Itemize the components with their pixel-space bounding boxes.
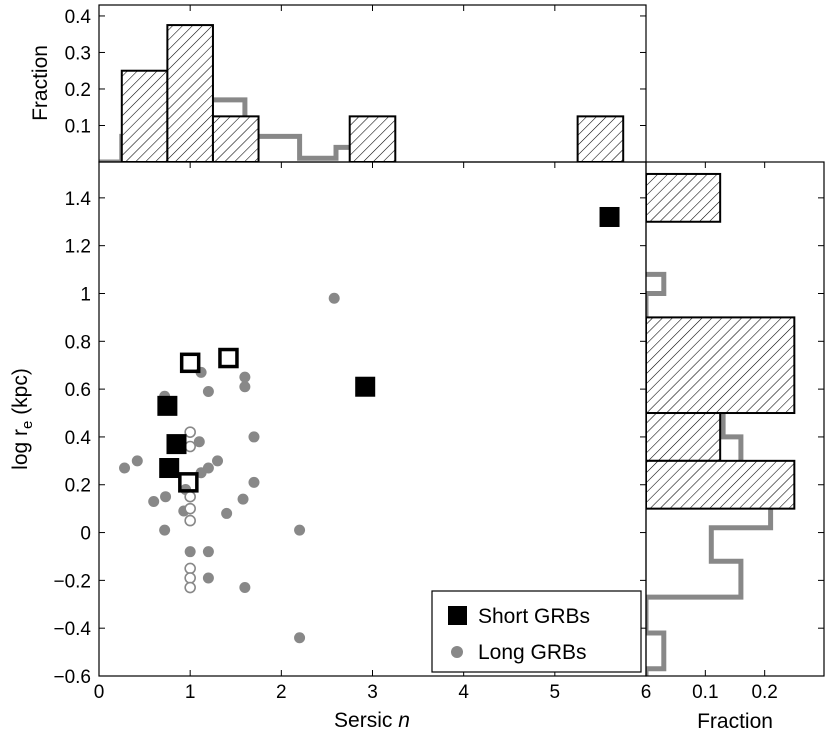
long-grb-point xyxy=(148,495,160,507)
y-tick-label: 0.4 xyxy=(65,428,92,449)
long-grb-point xyxy=(294,524,306,536)
top-y-tick-label: 0.2 xyxy=(65,80,91,101)
right-short-grb-bar xyxy=(646,459,796,510)
legend-box xyxy=(431,590,642,673)
y-tick-label: 0.2 xyxy=(65,476,91,497)
long-grb-point xyxy=(212,455,224,467)
short-grb-point xyxy=(599,206,620,227)
legend: Short GRBs Long GRBs xyxy=(431,590,642,673)
long-grb-open-point xyxy=(184,426,196,438)
short-grb-point xyxy=(157,395,178,416)
long-grb-open-point xyxy=(184,514,196,527)
top-y-tick-label: 0.1 xyxy=(65,116,91,137)
y-tick-label: 0 xyxy=(80,524,91,545)
top-short-grb-bar xyxy=(166,24,214,162)
y-tick-label: 0.6 xyxy=(65,380,91,401)
long-grb-point xyxy=(131,455,143,467)
long-grb-open-point xyxy=(184,490,196,503)
legend-short-marker xyxy=(448,606,467,625)
x-tick-label: 3 xyxy=(367,682,378,703)
long-grb-point xyxy=(202,462,214,474)
y-tick-label: 1 xyxy=(80,284,91,305)
right-histogram-panel: 0.1 0.2 Fraction xyxy=(645,161,825,733)
y-tick-label: 1.4 xyxy=(65,189,92,210)
x-tick-label: 6 xyxy=(641,682,652,703)
long-grb-point xyxy=(248,476,260,488)
long-grb-point xyxy=(237,493,249,505)
right-short-grb-bar xyxy=(646,412,722,462)
x-tick-label: 0 xyxy=(94,682,105,703)
long-grb-point xyxy=(294,632,306,644)
long-grb-point xyxy=(202,386,214,398)
long-grb-point xyxy=(239,371,251,383)
long-grb-open-point xyxy=(184,502,196,515)
legend-long-label: Long GRBs xyxy=(478,641,587,664)
long-grb-point xyxy=(184,546,196,558)
x-tick-label: 5 xyxy=(550,682,561,703)
long-grb-point xyxy=(159,524,171,536)
top-short-grb-bar xyxy=(576,115,625,162)
top-ylabel: Fraction xyxy=(29,45,52,121)
x-tick-label: 2 xyxy=(276,682,287,703)
y-tick-label: −0.4 xyxy=(53,619,91,640)
top-histogram-panel: 0.1 0.2 0.3 0.4 Fraction xyxy=(29,4,647,163)
short-grb-point xyxy=(159,458,180,479)
right-x-tick-label: 0.1 xyxy=(692,682,718,703)
right-short-grb-bar xyxy=(646,316,796,415)
short-grb-open-point xyxy=(218,347,239,369)
x-tick-label: 1 xyxy=(185,682,196,703)
main-ylabel: log re (kpc) xyxy=(9,368,36,470)
long-grb-point xyxy=(160,491,172,503)
short-grb-open-point xyxy=(179,352,201,374)
y-tick-label: 1.2 xyxy=(65,237,91,258)
long-grb-point xyxy=(119,462,131,474)
right-xlabel: Fraction xyxy=(697,710,773,733)
long-grb-point xyxy=(239,582,251,594)
long-grb-open-point xyxy=(184,562,196,575)
top-short-grb-bar xyxy=(120,69,169,162)
long-grb-open-point xyxy=(184,572,196,584)
long-grb-point xyxy=(193,436,205,448)
y-tick-label: −0.6 xyxy=(53,667,91,688)
legend-long-marker xyxy=(451,646,463,658)
short-grb-point xyxy=(166,434,187,455)
long-grb-point xyxy=(239,381,251,393)
right-short-grb-bar xyxy=(646,172,722,223)
long-grb-open-point xyxy=(184,440,196,453)
top-short-grb-bar xyxy=(348,115,397,162)
top-y-tick-label: 0.4 xyxy=(65,7,92,28)
long-grb-point xyxy=(248,431,260,443)
main-scatter-panel: 0 1 2 3 4 5 6−0.6−0.4−0.200.20.40.60.811.21.4 … xyxy=(9,161,652,732)
long-grb-point xyxy=(328,292,340,304)
y-tick-label: −0.2 xyxy=(53,571,91,592)
legend-short-label: Short GRBs xyxy=(478,605,590,628)
top-y-tick-label: 0.3 xyxy=(65,43,91,64)
top-short-grb-bar xyxy=(211,115,260,162)
long-grb-point xyxy=(221,507,233,519)
y-tick-label: 0.8 xyxy=(65,332,91,353)
x-tick-label: 4 xyxy=(458,682,469,703)
long-grb-open-point xyxy=(184,581,196,594)
short-grb-point xyxy=(355,376,376,397)
right-x-tick-label: 0.2 xyxy=(751,682,777,703)
main-xlabel: Sersic n xyxy=(334,709,410,732)
short-grb-open-point xyxy=(178,472,199,493)
long-grb-point xyxy=(202,572,214,584)
long-grb-point xyxy=(202,546,214,558)
